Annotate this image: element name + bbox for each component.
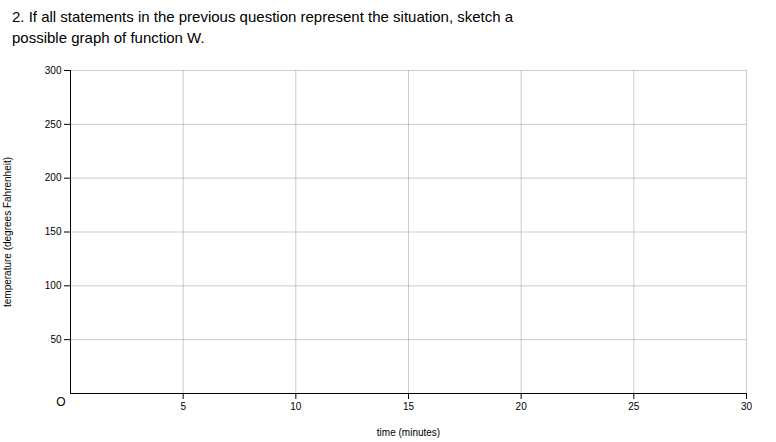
- html-text:2. If all statements in the pr: 2. If all statements in the previous que…: [12, 8, 514, 25]
- svg-text:100: 100: [45, 280, 62, 291]
- svg-text:temperature (degrees Fahrenhei: temperature (degrees Fahrenheit): [2, 157, 13, 307]
- svg-text:10: 10: [290, 401, 302, 412]
- svg-text:150: 150: [45, 226, 62, 237]
- svg-text:25: 25: [628, 401, 640, 412]
- svg-text:20: 20: [516, 401, 528, 412]
- svg-text:O: O: [56, 395, 65, 409]
- svg-text:30: 30: [741, 401, 753, 412]
- svg-text:250: 250: [45, 119, 62, 130]
- svg-text:5: 5: [180, 401, 186, 412]
- svg-text:time (minutes): time (minutes): [377, 427, 440, 438]
- svg-text:50: 50: [50, 334, 62, 345]
- html-text:possible graph of function W.: possible graph of function W.: [12, 29, 205, 46]
- svg-text:200: 200: [45, 172, 62, 183]
- svg-text:15: 15: [403, 401, 415, 412]
- svg-text:300: 300: [45, 65, 62, 76]
